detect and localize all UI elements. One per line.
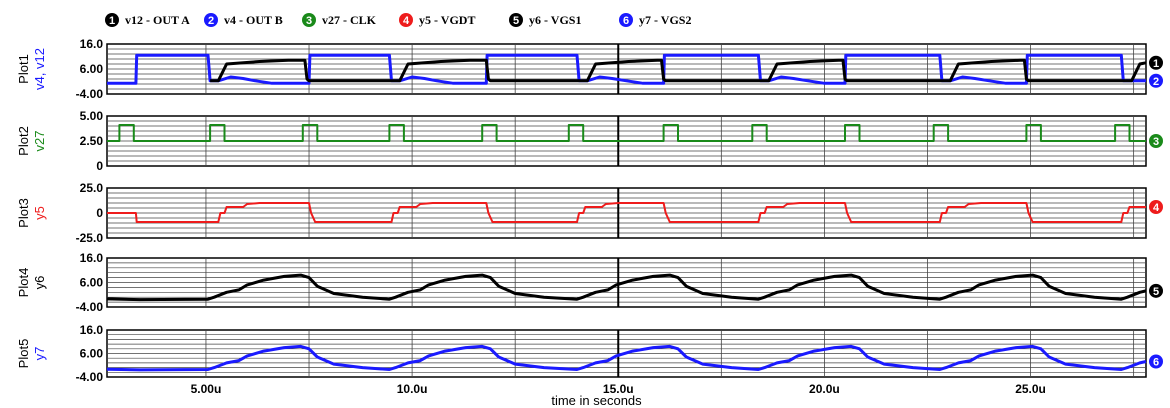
plot-panels: 16.0 6.00 -4.00 Plot1 v4, v12 2 1 5.00 2.50 0 Plot…	[16, 37, 1163, 384]
legend-marker-number: 4	[403, 15, 410, 27]
plot-title: Plot5	[16, 339, 31, 369]
x-tick-label: 20.0u	[809, 382, 840, 396]
x-tick-label: 10.0u	[397, 382, 428, 396]
y-tick-label: 16.0	[80, 251, 104, 265]
y-axis-label-part: v27	[32, 131, 47, 152]
y-tick-label: 0	[96, 159, 103, 173]
series-end-marker-4	[1149, 200, 1163, 214]
plot-title: Plot3	[16, 198, 31, 228]
series-end-marker-number: 6	[1153, 356, 1159, 368]
x-tick-label: 15.0u	[603, 382, 634, 396]
series-end-marker-6	[1149, 354, 1163, 369]
x-tick-label: 5.00u	[191, 382, 222, 396]
legend-entry-6: y7 - VGS2	[639, 13, 691, 27]
series-end-marker-number: 2	[1153, 76, 1159, 88]
legend-marker-number: 2	[208, 15, 214, 27]
series-end-marker-number: 4	[1153, 202, 1160, 214]
legend-marker-2	[204, 13, 218, 27]
y-axis-label-part: y6	[32, 276, 47, 290]
series-line-1	[210, 58, 1147, 83]
series-line-5	[106, 273, 1147, 302]
y-tick-label: 6.00	[80, 62, 104, 76]
y-axis-label: v4, v12	[32, 48, 47, 90]
y-tick-label: -4.00	[76, 370, 104, 384]
y-axis-label-part: v4	[32, 76, 47, 90]
y-tick-label: -4.00	[76, 87, 104, 101]
series-end-marker-number: 1	[1153, 58, 1159, 70]
legend-marker-5	[509, 13, 523, 27]
plot-panel-5: 16.0 6.00 -4.00 Plot5 y7 6	[16, 323, 1163, 384]
y-tick-label: 16.0	[80, 323, 104, 337]
x-axis: 5.00u 10.0u 15.0u 20.0u 25.0u time in seconds	[191, 382, 1046, 408]
legend-entry-3: v27 - CLK	[322, 13, 377, 27]
y-axis-label-part: y5	[32, 206, 47, 220]
x-axis-label: time in seconds	[551, 393, 642, 408]
series-line-2	[107, 53, 1146, 85]
y-axis-label-part: , v12	[32, 48, 47, 76]
plot-panel-2: 5.00 2.50 0 Plot2 v27 3	[16, 109, 1163, 173]
legend-marker-number: 3	[306, 15, 312, 27]
series-line-6	[106, 344, 1147, 372]
legend-entry-5: y6 - VGS1	[529, 13, 581, 27]
y-axis-label-part: y7	[32, 347, 47, 361]
y-tick-label: -4.00	[76, 300, 104, 314]
plot-panel-3: 25.0 0 -25.0 Plot3 y5 4	[16, 181, 1163, 245]
x-tick-label: 25.0u	[1015, 382, 1046, 396]
legend-marker-number: 6	[623, 15, 629, 27]
series-end-marker-5	[1149, 283, 1163, 298]
series-line-3	[107, 124, 1146, 142]
y-tick-label: 2.50	[80, 134, 104, 148]
series-line-4	[107, 202, 1146, 223]
plot-title: Plot4	[16, 268, 31, 298]
series-end-marker-number: 3	[1153, 136, 1159, 148]
legend-entry-1: v12 - OUT A	[125, 13, 190, 27]
y-tick-label: -25.0	[76, 231, 104, 245]
y-axis-label: y6	[32, 276, 47, 290]
y-tick-label: 16.0	[80, 37, 104, 51]
series-end-marker-2	[1149, 73, 1163, 88]
legend-marker-6	[619, 13, 633, 27]
y-axis-label: y5	[32, 206, 47, 220]
y-axis-label: v27	[32, 131, 47, 152]
series-end-marker-1	[1149, 55, 1163, 70]
plot-panel-1: 16.0 6.00 -4.00 Plot1 v4, v12 2 1	[16, 37, 1163, 101]
plot-title: Plot1	[16, 54, 31, 84]
y-tick-label: 6.00	[80, 276, 104, 290]
series-end-marker-number: 5	[1153, 286, 1159, 298]
legend-marker-1	[105, 13, 119, 27]
plot-title: Plot2	[16, 126, 31, 156]
legend-entry-2: v4 - OUT B	[224, 13, 283, 27]
legend-marker-number: 5	[513, 15, 519, 27]
y-tick-label: 0	[96, 206, 103, 220]
legend-marker-number: 1	[109, 15, 115, 27]
plot-panel-4: 16.0 6.00 -4.00 Plot4 y6 5	[16, 251, 1163, 314]
legend: 1 v12 - OUT A 2 v4 - OUT B 3 v27 - CLK 4 y5 - V…	[105, 13, 691, 27]
y-tick-label: 6.00	[80, 347, 104, 361]
legend-marker-3	[302, 13, 316, 27]
legend-marker-4	[399, 13, 413, 27]
y-axis-label: y7	[32, 347, 47, 361]
legend-entry-4: y5 - VGDT	[419, 13, 475, 27]
y-tick-label: 25.0	[80, 181, 104, 195]
y-tick-label: 5.00	[80, 109, 104, 123]
series-end-marker-3	[1149, 134, 1163, 148]
